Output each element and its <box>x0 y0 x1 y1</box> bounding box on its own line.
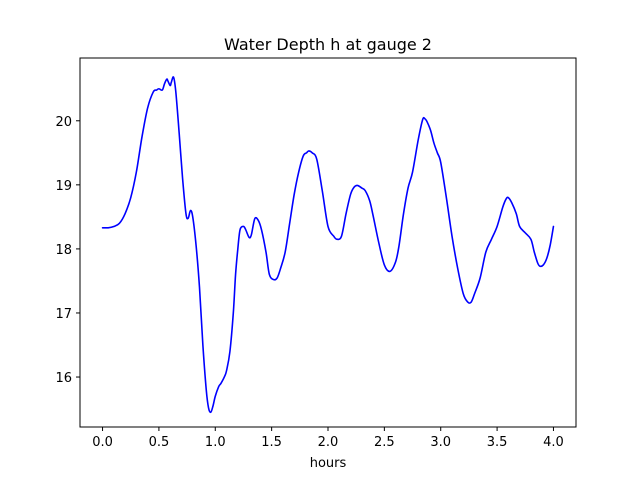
x-axis-label: hours <box>310 456 347 471</box>
x-tick-label: 1.5 <box>261 435 282 450</box>
x-tick-label: 4.0 <box>543 435 564 450</box>
series-layer <box>101 76 555 414</box>
x-tick-label: 2.0 <box>318 435 339 450</box>
x-tick-label: 2.5 <box>374 435 395 450</box>
x-tick-label: 3.5 <box>487 435 508 450</box>
x-tick-label: 1.0 <box>205 435 226 450</box>
y-tick-label: 17 <box>55 307 72 322</box>
y-tick-label: 16 <box>55 371 72 386</box>
x-tick-label: 0.5 <box>149 435 170 450</box>
x-axis: 0.0 0.5 1.0 1.5 2.0 2.5 3.0 3.5 4.0 <box>92 427 564 450</box>
series-line <box>101 76 555 414</box>
y-axis: 16 17 18 19 20 <box>55 115 80 386</box>
y-tick-label: 19 <box>55 179 72 194</box>
y-tick-label: 20 <box>55 115 72 130</box>
x-tick-label: 0.0 <box>92 435 113 450</box>
x-tick-label: 3.0 <box>430 435 451 450</box>
y-tick-label: 18 <box>55 243 72 258</box>
chart-title: Water Depth h at gauge 2 <box>224 35 432 54</box>
